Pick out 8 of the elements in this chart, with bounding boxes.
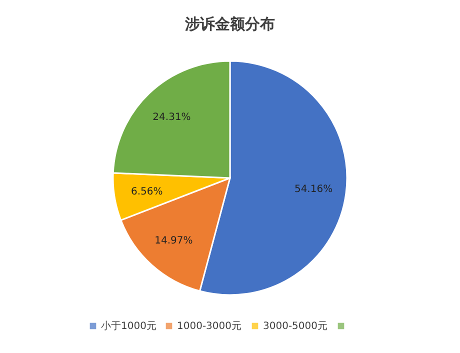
data-label: 14.97% [154,236,193,247]
data-label: 54.16% [294,184,333,195]
data-label: 6.56% [130,186,163,198]
chart-title: 涉诉金额分布 [184,15,275,33]
legend-label: 小于1000元 [101,320,156,332]
legend-label: 1000-3000元 [177,321,242,332]
legend-label: 3000-5000元 [263,321,328,332]
data-label: 24.31% [152,112,191,124]
